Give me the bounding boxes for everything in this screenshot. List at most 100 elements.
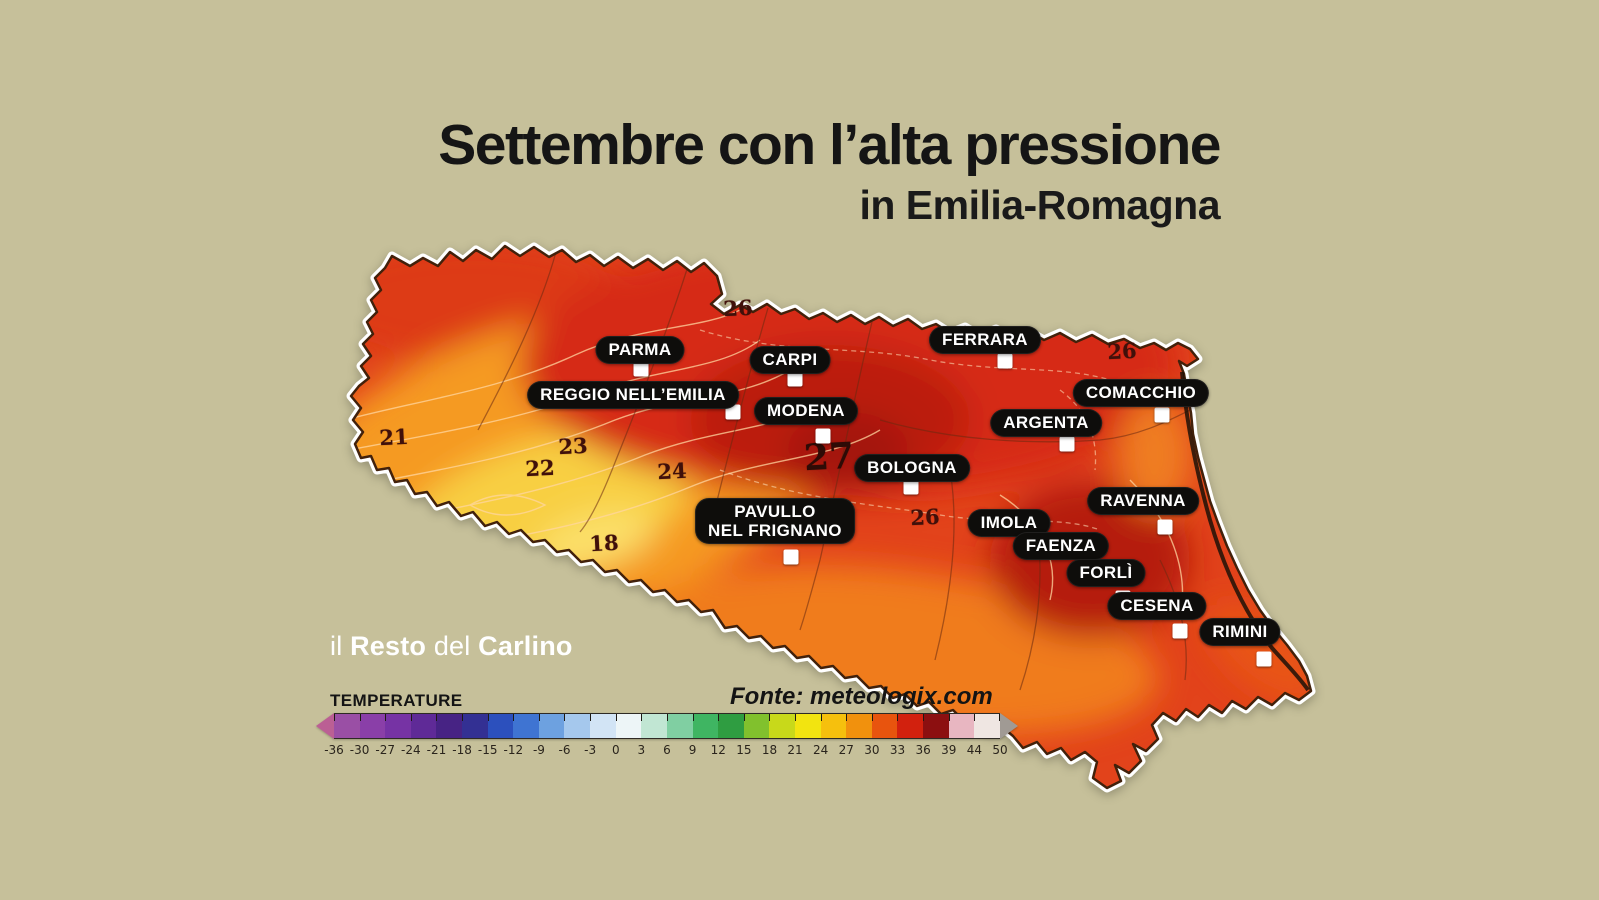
city-label-modena: MODENA xyxy=(754,397,858,425)
contour-value-18: 18 xyxy=(588,529,620,557)
legend-segment xyxy=(462,714,488,738)
page-subtitle: in Emilia-Romagna xyxy=(859,182,1220,229)
legend-tick-label: 18 xyxy=(761,743,778,757)
legend-tick-label: 39 xyxy=(941,743,957,757)
city-label-rimini: RIMINI xyxy=(1199,618,1281,646)
legend-segment xyxy=(641,714,667,738)
legend-segment xyxy=(538,714,565,738)
city-marker-cesena xyxy=(1172,623,1188,639)
legend-tick-label: 12 xyxy=(710,743,726,757)
brand-logo-part: Resto xyxy=(350,631,427,661)
temperature-colorbar xyxy=(316,713,1018,739)
colorbar-left-arrow xyxy=(316,713,334,739)
contour-value-26-north: 26 xyxy=(722,294,754,322)
city-marker-rimini xyxy=(1256,651,1272,667)
city-marker-pavullo xyxy=(783,549,799,565)
brand-logo-part: del xyxy=(433,631,471,661)
city-marker-carpi xyxy=(787,371,803,387)
colorbar-right-arrow xyxy=(1000,713,1018,739)
legend-tick-label: 33 xyxy=(889,743,906,757)
legend-segment xyxy=(334,714,360,738)
city-marker-parma xyxy=(633,361,649,377)
legend-segment xyxy=(385,714,411,738)
legend-tick-label: -3 xyxy=(584,743,597,757)
legend-segment xyxy=(590,714,616,738)
legend-segment xyxy=(743,714,770,738)
city-label-forli: FORLÌ xyxy=(1066,559,1146,587)
legend-tick-label: -27 xyxy=(375,743,396,757)
legend-segment xyxy=(974,714,1000,738)
city-label-parma: PARMA xyxy=(595,336,685,364)
city-label-comacchio: COMACCHIO xyxy=(1072,379,1210,407)
legend-segment xyxy=(359,714,386,738)
legend-tick-label: -21 xyxy=(426,743,447,757)
legend-tick-label: -12 xyxy=(503,743,524,757)
legend-tick-label: -30 xyxy=(349,743,370,757)
legend-segment xyxy=(410,714,437,738)
city-marker-bologna xyxy=(903,479,919,495)
legend-segment xyxy=(948,714,975,738)
source-credit: Fonte: meteologix.com xyxy=(730,683,993,710)
city-label-bologna: BOLOGNA xyxy=(854,454,970,482)
legend-segment xyxy=(666,714,693,738)
brand-logo-part: il xyxy=(330,631,343,661)
legend-tick-label: 9 xyxy=(688,743,697,757)
contour-value-26-central: 26 xyxy=(909,503,941,531)
legend-segment xyxy=(436,714,463,738)
city-marker-argenta xyxy=(1059,436,1075,452)
legend-ticks: -36 -30 -27 -24 -21 -18 -15 -12 -9 -6 -3 0 3 6 9 12 15 18… xyxy=(316,743,1018,759)
legend-tick-label: -9 xyxy=(532,743,545,757)
legend-tick-label: -6 xyxy=(558,743,571,757)
coastline xyxy=(1180,371,1310,692)
city-marker-modena xyxy=(815,428,831,444)
city-label-reggio: REGGIO NELL’EMILIA xyxy=(527,381,739,409)
legend-segment xyxy=(923,714,949,738)
city-label-ravenna: RAVENNA xyxy=(1087,487,1199,515)
city-label-pavullo: PAVULLO NEL FRIGNANO xyxy=(695,497,855,545)
city-label-cesena: CESENA xyxy=(1107,592,1207,620)
city-label-faenza: FAENZA xyxy=(1012,532,1110,560)
city-label-argenta: ARGENTA xyxy=(990,409,1102,437)
legend-tick-label: -15 xyxy=(477,743,498,757)
legend-tick-label: -24 xyxy=(401,743,421,757)
legend-segment xyxy=(794,714,821,738)
title-block: Settembre con l’alta pressione in Emilia… xyxy=(438,113,1221,229)
legend-segment xyxy=(513,714,539,738)
contour-value-24: 24 xyxy=(656,457,688,485)
legend-segment xyxy=(564,714,591,738)
legend-tick-label: -18 xyxy=(452,743,472,757)
legend-segment xyxy=(718,714,744,738)
legend-tick-label: 27 xyxy=(838,743,854,757)
city-marker-ravenna xyxy=(1157,519,1173,535)
legend-tick-label: -36 xyxy=(324,743,344,757)
city-label-ferrara: FERRARA xyxy=(929,326,1041,354)
legend-tick-label: 3 xyxy=(637,743,646,757)
legend-segment xyxy=(769,714,795,738)
contour-value-26-east: 26 xyxy=(1106,337,1138,365)
contour-value-22: 22 xyxy=(524,454,556,482)
legend-tick-label: 36 xyxy=(915,743,931,757)
legend-bar-segments xyxy=(334,713,1000,739)
legend-tick-label: 24 xyxy=(813,743,829,757)
city-marker-comacchio xyxy=(1154,407,1170,423)
city-marker-ferrara xyxy=(997,353,1013,369)
city-label-carpi: CARPI xyxy=(749,346,831,374)
legend-segment xyxy=(692,714,719,738)
legend-tick-label: 50 xyxy=(992,743,1008,757)
page-title: Settembre con l’alta pressione xyxy=(438,113,1221,177)
legend-tick-label: 0 xyxy=(611,743,620,757)
legend-segment xyxy=(871,714,898,738)
contour-value-21: 21 xyxy=(378,423,410,451)
legend-tick-label: 21 xyxy=(787,743,803,757)
brand-logo-part: Carlino xyxy=(478,631,573,661)
legend-tick-label: 44 xyxy=(966,743,983,757)
legend-segment xyxy=(897,714,924,738)
brand-logo: il Resto del Carlino xyxy=(330,631,573,662)
legend-tick-label: 6 xyxy=(663,743,671,757)
legend-segment xyxy=(615,714,642,738)
legend-title: TEMPERATURE xyxy=(330,691,463,710)
legend-segment xyxy=(820,714,847,738)
legend-tick-label: 15 xyxy=(736,743,752,757)
legend-segment xyxy=(487,714,514,738)
